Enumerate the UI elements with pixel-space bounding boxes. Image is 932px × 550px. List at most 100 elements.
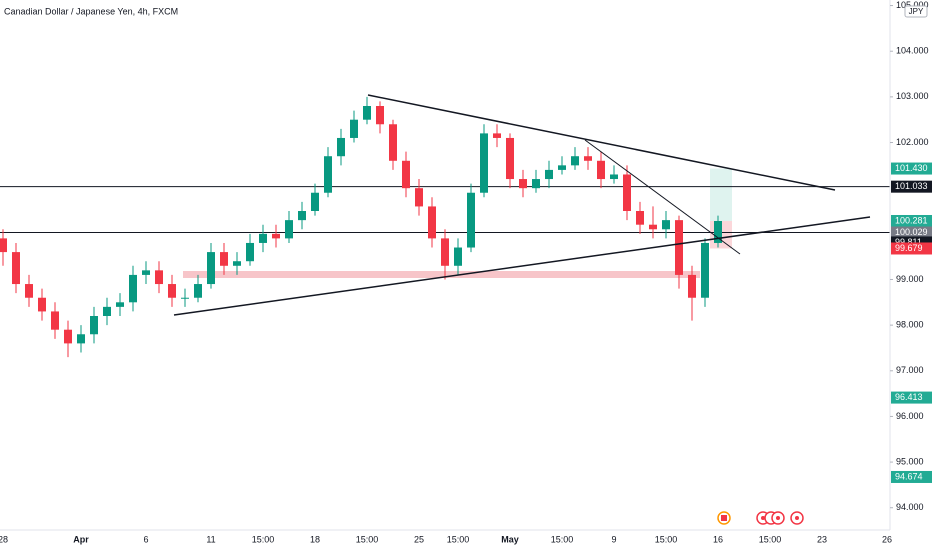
candle-body bbox=[610, 174, 618, 180]
y-tick-label: 97.000 bbox=[896, 365, 924, 375]
trend-line bbox=[584, 139, 741, 255]
y-tick-label: 103.000 bbox=[896, 91, 929, 101]
candle-body bbox=[168, 284, 176, 298]
candle-body bbox=[467, 192, 475, 248]
candle-body bbox=[0, 238, 7, 253]
x-tick-label: 6 bbox=[143, 534, 148, 544]
support-zone bbox=[183, 271, 700, 278]
x-tick-label: 15:00 bbox=[759, 534, 782, 544]
candle-body bbox=[389, 124, 397, 161]
candle-body bbox=[259, 233, 267, 243]
candle-body bbox=[675, 220, 683, 275]
candle-body bbox=[246, 242, 254, 262]
y-tick-label: 95.000 bbox=[896, 456, 924, 466]
price-badge-label: 101.033 bbox=[895, 181, 928, 191]
x-tick-label: 15:00 bbox=[551, 534, 574, 544]
candle-body bbox=[597, 160, 605, 180]
candle-body bbox=[402, 160, 410, 189]
candle-body bbox=[545, 169, 553, 180]
candle-body bbox=[194, 284, 202, 298]
candle-body bbox=[155, 270, 163, 285]
plot bbox=[0, 96, 890, 358]
candle-body bbox=[415, 188, 423, 207]
candle-body bbox=[220, 252, 228, 266]
candle-body bbox=[142, 270, 150, 275]
candle-body bbox=[77, 334, 85, 344]
candle-body bbox=[12, 252, 20, 285]
candle-body bbox=[311, 192, 319, 211]
candle-body bbox=[519, 179, 527, 189]
candle-body bbox=[129, 274, 137, 303]
price-badge bbox=[891, 180, 932, 193]
candle-body bbox=[51, 311, 59, 330]
candle-body bbox=[90, 316, 98, 335]
y-tick-label: 102.000 bbox=[896, 137, 929, 147]
candle-body bbox=[532, 179, 540, 189]
candle-body bbox=[649, 224, 657, 230]
y-tick-label: 105.000 bbox=[896, 0, 929, 10]
candle-body bbox=[38, 297, 46, 312]
candle-body bbox=[493, 133, 501, 138]
price-badge-label: 96.413 bbox=[895, 392, 923, 402]
candle-body bbox=[103, 306, 111, 316]
candle-body bbox=[337, 137, 345, 157]
y-tick-label: 99.000 bbox=[896, 274, 924, 284]
x-tick-label: 25 bbox=[414, 534, 424, 544]
price-badge bbox=[891, 226, 932, 239]
candle-body bbox=[181, 297, 189, 299]
x-tick-label: 23 bbox=[817, 534, 827, 544]
candle-body bbox=[298, 211, 306, 221]
candle-body bbox=[506, 137, 514, 180]
event-dot bbox=[795, 516, 799, 520]
candle-body bbox=[207, 252, 215, 285]
candle-body bbox=[324, 156, 332, 193]
price-badge bbox=[891, 391, 932, 404]
candle-body bbox=[64, 329, 72, 344]
x-tick-label: 9 bbox=[611, 534, 616, 544]
candle-body bbox=[558, 165, 566, 170]
candle-body bbox=[116, 302, 124, 307]
price-badge-label: 100.029 bbox=[895, 227, 928, 237]
x-tick-label: 15:00 bbox=[356, 534, 379, 544]
candle-body bbox=[233, 261, 241, 266]
x-tick-label: 26 bbox=[882, 534, 892, 544]
events bbox=[717, 511, 804, 525]
candle-body bbox=[623, 174, 631, 211]
currency-box bbox=[904, 5, 928, 18]
candle-body bbox=[701, 242, 709, 298]
candle-body bbox=[25, 284, 33, 298]
y-tick-label: 96.000 bbox=[896, 411, 924, 421]
price-badge bbox=[891, 470, 932, 483]
x-tick-label: Apr bbox=[73, 534, 89, 544]
x-tick-label: 15:00 bbox=[655, 534, 678, 544]
event-dot bbox=[761, 516, 765, 520]
price-badge-label: 99.811 bbox=[895, 237, 922, 247]
event-dot bbox=[776, 516, 780, 520]
price-badge bbox=[891, 242, 932, 255]
drawings bbox=[173, 94, 871, 316]
y-tick-label: 98.000 bbox=[896, 320, 924, 330]
x-tick-label: 15:00 bbox=[447, 534, 470, 544]
y-tick-label: 104.000 bbox=[896, 46, 929, 56]
candle-body bbox=[688, 274, 696, 298]
candle-body bbox=[285, 220, 293, 239]
price-badge-label: 94.674 bbox=[895, 471, 923, 481]
x-tick-label: 28 bbox=[0, 534, 8, 544]
candle-body bbox=[584, 156, 592, 161]
candle-body bbox=[571, 156, 579, 166]
candle-body bbox=[480, 133, 488, 193]
x-tick-label: 16 bbox=[713, 534, 723, 544]
price-badge-label: 101.430 bbox=[895, 163, 928, 173]
trend-line bbox=[367, 94, 836, 191]
x-tick-label: May bbox=[501, 534, 519, 544]
x-tick-label: 15:00 bbox=[252, 534, 275, 544]
candle-body bbox=[363, 106, 371, 120]
candle-body bbox=[714, 220, 722, 243]
event-flag bbox=[721, 515, 727, 521]
price-badge-label: 99.679 bbox=[895, 243, 923, 253]
price-badge bbox=[891, 162, 932, 175]
candle-body bbox=[272, 233, 280, 239]
target-zone bbox=[710, 168, 732, 221]
